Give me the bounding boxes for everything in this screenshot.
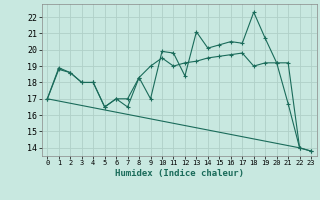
X-axis label: Humidex (Indice chaleur): Humidex (Indice chaleur): [115, 169, 244, 178]
